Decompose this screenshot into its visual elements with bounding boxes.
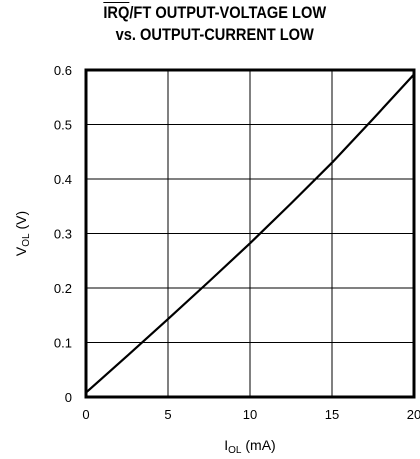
x-tick-label: 5 — [164, 407, 171, 422]
y-axis-label: VOL (V) — [13, 211, 32, 256]
y-tick-label: 0 — [65, 390, 72, 405]
x-tick-label: 15 — [325, 407, 339, 422]
series-line — [85, 73, 415, 394]
x-tick-label: 0 — [82, 407, 89, 422]
y-tick-label: 0.6 — [54, 63, 72, 78]
y-tick-labels: 0 0.1 0.2 0.3 0.4 0.5 0.6 — [54, 63, 72, 405]
x-axis-label-main: I — [224, 437, 228, 453]
y-tick-label: 0.3 — [54, 227, 72, 242]
series-group — [85, 73, 415, 394]
chart-title-line1: IRQ/FT OUTPUT-VOLTAGE LOW — [34, 2, 395, 24]
y-axis-label-unit: (V) — [13, 211, 29, 234]
grid-lines — [86, 70, 414, 397]
y-tick-label: 0.4 — [54, 172, 72, 187]
y-axis-label-main: V — [13, 246, 29, 256]
y-tick-label: 0.1 — [54, 336, 72, 351]
y-tick-label: 0.2 — [54, 281, 72, 296]
chart-title-line2: vs. OUTPUT-CURRENT LOW — [115, 25, 314, 44]
chart-title: IRQ/FT OUTPUT-VOLTAGE LOW vs. OUTPUT-CUR… — [34, 2, 395, 46]
x-axis-label-sub: OL — [228, 445, 242, 456]
x-axis-label: IOL (mA) — [224, 437, 275, 456]
x-tick-labels: 0 5 10 15 20 — [82, 407, 420, 422]
title-rest-part: /FT OUTPUT-VOLTAGE LOW — [129, 3, 327, 22]
y-tick-label: 0.5 — [54, 118, 72, 133]
title-overlined-part: IRQ — [103, 3, 130, 22]
plot-frame — [84, 68, 416, 399]
x-tick-label: 10 — [243, 407, 257, 422]
y-axis-label-sub: OL — [21, 233, 32, 247]
x-tick-label: 20 — [407, 407, 420, 422]
x-axis-label-unit: (mA) — [242, 437, 276, 453]
